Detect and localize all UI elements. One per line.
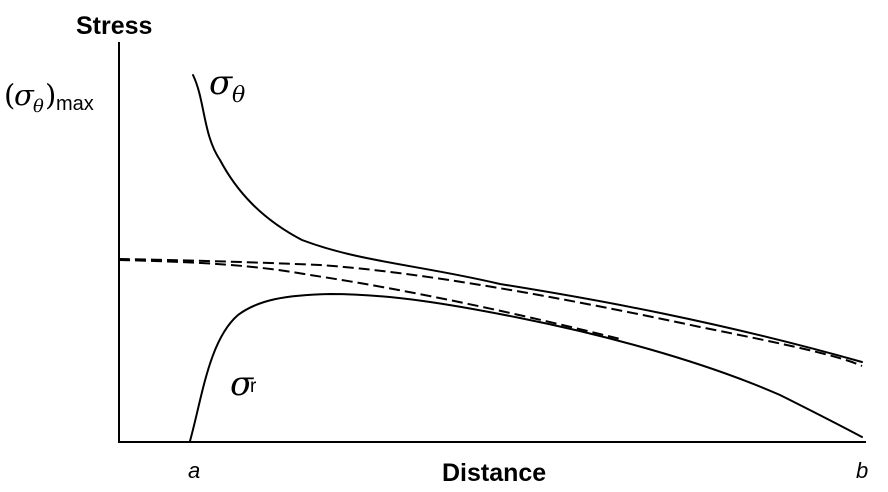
svg-text:(: ( [4,78,15,112]
svg-text:θ: θ [33,96,44,117]
x-start-label: a [188,458,200,483]
svg-text:σ: σ [14,78,35,112]
svg-text:max: max [56,93,94,115]
svg-text:σ: σ [209,63,233,103]
svg-text:r: r [250,376,257,397]
sigma-r-label: σ r [230,364,257,404]
svg-text:): ) [45,78,56,112]
upper-dashed-curve [118,258,863,367]
lower-dashed-curve [118,259,621,340]
x-axis-title: Distance [442,459,546,487]
y-axis-title: Stress [76,12,152,40]
sigma-r-curve [189,293,863,442]
x-end-label: b [856,458,868,483]
sigma-theta-label: σ θ [209,63,245,108]
svg-text:θ: θ [232,83,245,108]
sigma-theta-max-label: ( σ θ ) max [4,78,94,117]
svg-text:σ: σ [230,364,254,404]
sigma-theta-curve [192,74,863,363]
